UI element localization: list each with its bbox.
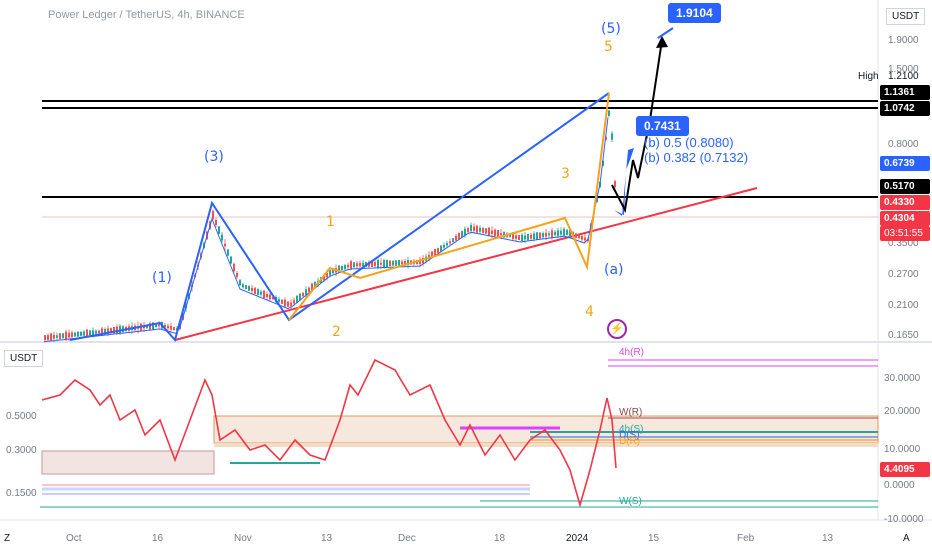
axis-tick: 0.1650 bbox=[888, 330, 919, 341]
time-label: Nov bbox=[234, 533, 252, 544]
right-tick: 10.0000 bbox=[884, 444, 921, 455]
time-label: 15 bbox=[648, 533, 660, 544]
zone-label-w-s: W(S) bbox=[619, 496, 642, 507]
wave-label-a[interactable]: (a) bbox=[604, 262, 624, 278]
indicator-line bbox=[41, 358, 617, 508]
zone-label-4h-r: 4h(R) bbox=[619, 347, 645, 358]
left-tick: 0.3000 bbox=[6, 445, 37, 456]
elliott-wave-blue[interactable] bbox=[69, 92, 610, 343]
timezone-button[interactable]: Z bbox=[4, 533, 11, 544]
right-tick: 20.0000 bbox=[884, 406, 921, 417]
price-candles bbox=[43, 110, 616, 343]
moving-average-line bbox=[43, 117, 609, 343]
right-tick: 30.0000 bbox=[884, 373, 921, 384]
indicator-currency-badge[interactable]: USDT bbox=[4, 350, 44, 367]
wave-sub-5[interactable]: 5 bbox=[604, 39, 613, 55]
price-tag-blue[interactable]: 0.6739 bbox=[880, 156, 930, 171]
wave-sub-4[interactable]: 4 bbox=[585, 304, 594, 320]
time-label: Oct bbox=[66, 533, 82, 544]
trendline-red[interactable] bbox=[174, 187, 758, 341]
price-tag-1136[interactable]: 1.1361 bbox=[880, 85, 930, 100]
auto-scale-button[interactable]: A bbox=[903, 533, 910, 544]
retrace-price-box[interactable]: 0.7431 bbox=[636, 116, 689, 136]
wave-sub-3[interactable]: 3 bbox=[561, 166, 570, 182]
projection-path[interactable] bbox=[611, 39, 663, 214]
time-label: 18 bbox=[494, 533, 506, 544]
zone-label-w-r: W(R) bbox=[619, 407, 643, 418]
price-tag-current[interactable]: 0.4304 bbox=[880, 211, 930, 226]
axis-tick: 0.2700 bbox=[888, 269, 919, 280]
time-label: Feb bbox=[737, 533, 755, 544]
left-tick: 0.1500 bbox=[6, 488, 37, 499]
elliott-wave-orange[interactable] bbox=[288, 92, 610, 321]
zone-w-r-left bbox=[41, 450, 215, 475]
wave-sub-2[interactable]: 2 bbox=[332, 324, 341, 340]
left-tick: 0.5000 bbox=[6, 411, 37, 422]
target-price-box[interactable]: 1.9104 bbox=[668, 3, 721, 23]
countdown-timer: 03:51:55 bbox=[880, 226, 930, 241]
axis-tick: 1.9000 bbox=[888, 35, 919, 46]
wave-sub-1[interactable]: 1 bbox=[326, 214, 335, 230]
right-tick: 0.0000 bbox=[884, 480, 915, 491]
time-label: 16 bbox=[152, 533, 164, 544]
axis-tick: 0.3500 bbox=[888, 238, 919, 249]
price-currency-badge[interactable]: USDT bbox=[886, 8, 926, 25]
price-tag-red[interactable]: 0.4330 bbox=[880, 195, 930, 210]
axis-tick: 1.5000 bbox=[888, 64, 919, 75]
high-label: High bbox=[858, 71, 879, 82]
symbol-title: Power Ledger / TetherUS, 4h, BINANCE bbox=[48, 9, 245, 21]
time-label: 13 bbox=[321, 533, 333, 544]
high-value: 1.2100 bbox=[888, 71, 919, 82]
lightning-icon[interactable]: ⚡ bbox=[607, 319, 627, 339]
wave-label-1[interactable]: (1) bbox=[152, 270, 172, 286]
indicator-current-value[interactable]: 4.4095 bbox=[880, 462, 930, 477]
zone-label-d-s: D(S) bbox=[619, 430, 640, 441]
wave-label-3[interactable]: (3) bbox=[204, 149, 224, 165]
price-tag-1074[interactable]: 1.0742 bbox=[880, 101, 930, 116]
projection-wedge[interactable] bbox=[614, 148, 634, 216]
zone-label-4h-s: 4h(S) bbox=[619, 424, 644, 435]
time-label: Dec bbox=[398, 533, 416, 544]
wave-label-5[interactable]: (5) bbox=[601, 21, 621, 37]
time-label: 2024 bbox=[566, 533, 589, 544]
zone-label-d-r: D(R) bbox=[619, 436, 641, 447]
axis-tick: 0.2100 bbox=[888, 300, 919, 311]
fib-label-05[interactable]: (b) 0.5 (0.8080) bbox=[644, 135, 734, 150]
price-tag-0517[interactable]: 0.5170 bbox=[880, 179, 930, 194]
axis-tick: 0.8000 bbox=[888, 139, 919, 150]
fib-label-0382[interactable]: (b) 0.382 (0.7132) bbox=[644, 150, 749, 165]
right-tick: -10.0000 bbox=[884, 514, 924, 525]
time-label: 13 bbox=[822, 533, 834, 544]
